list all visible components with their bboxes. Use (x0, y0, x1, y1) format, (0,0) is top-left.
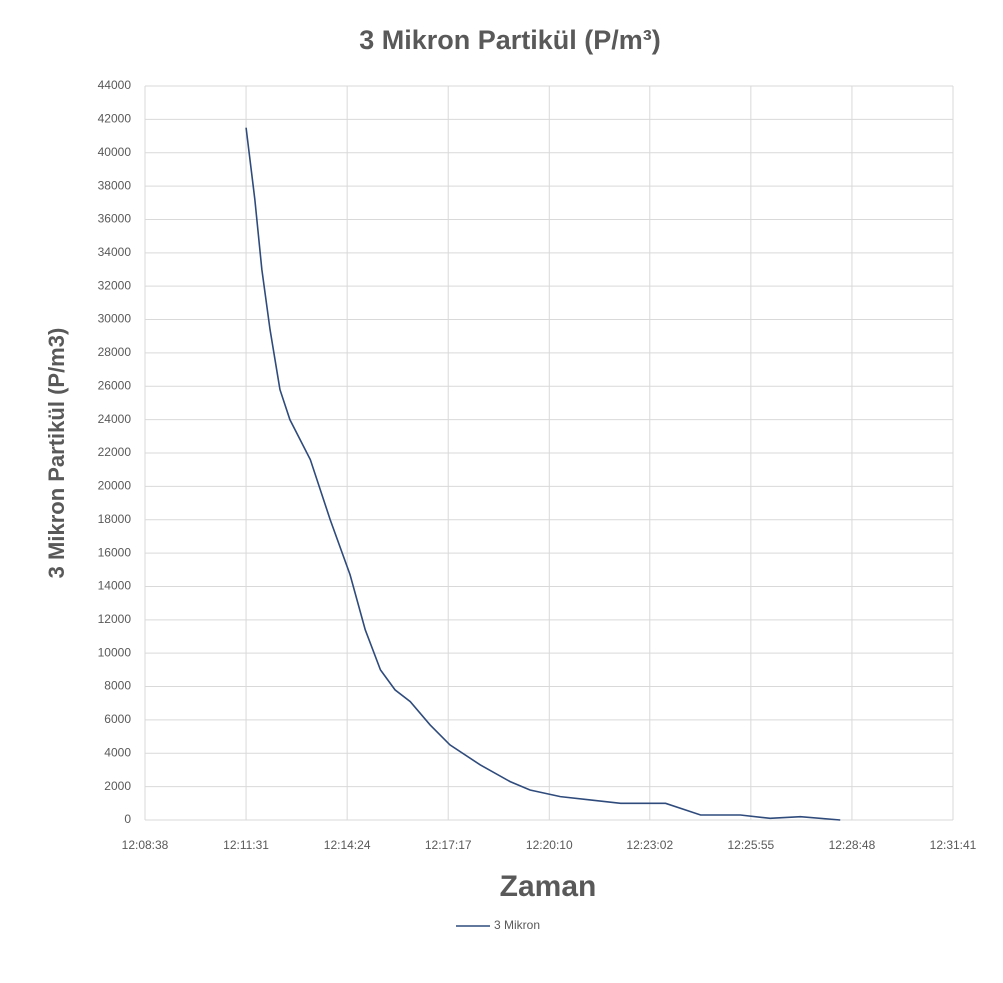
y-tick-label: 16000 (98, 545, 132, 559)
x-tick-label: 12:23:02 (626, 838, 673, 852)
chart-title: 3 Mikron Partikül (P/m³) (359, 25, 661, 55)
y-tick-label: 6000 (104, 712, 131, 726)
y-tick-label: 18000 (98, 512, 132, 526)
x-tick-label: 12:31:41 (930, 838, 977, 852)
data-line (245, 127, 841, 821)
x-tick-label: 12:20:10 (526, 838, 573, 852)
y-tick-label: 8000 (104, 679, 131, 693)
y-tick-label: 44000 (98, 78, 132, 92)
y-tick-label: 4000 (104, 745, 131, 759)
y-tick-label: 24000 (98, 412, 132, 426)
y-tick-label: 28000 (98, 345, 132, 359)
x-tick-label: 12:14:24 (324, 838, 371, 852)
y-tick-label: 42000 (98, 112, 132, 126)
y-tick-label: 2000 (104, 779, 131, 793)
x-tick-label: 12:25:55 (727, 838, 774, 852)
y-tick-label: 40000 (98, 145, 132, 159)
x-axis-label: Zaman (500, 870, 597, 903)
x-tick-label: 12:28:48 (829, 838, 876, 852)
x-tick-label: 12:11:31 (223, 838, 269, 852)
y-tick-label: 32000 (98, 278, 132, 292)
y-tick-label: 14000 (98, 579, 132, 593)
y-tick-label: 22000 (98, 445, 132, 459)
y-tick-label: 30000 (98, 312, 132, 326)
y-tick-label: 26000 (98, 378, 132, 392)
y-axis-label: 3 Mikron Partikül (P/m3) (44, 328, 69, 579)
y-tick-label: 36000 (98, 212, 132, 226)
legend-label: 3 Mikron (494, 918, 540, 932)
y-tick-label: 20000 (98, 479, 132, 493)
y-tick-label: 0 (124, 812, 131, 826)
y-tick-label: 12000 (98, 612, 132, 626)
y-tick-label: 34000 (98, 245, 132, 259)
x-tick-label: 12:17:17 (425, 838, 472, 852)
y-tick-label: 38000 (98, 178, 132, 192)
y-tick-label: 10000 (98, 645, 132, 659)
x-tick-label: 12:08:38 (122, 838, 169, 852)
